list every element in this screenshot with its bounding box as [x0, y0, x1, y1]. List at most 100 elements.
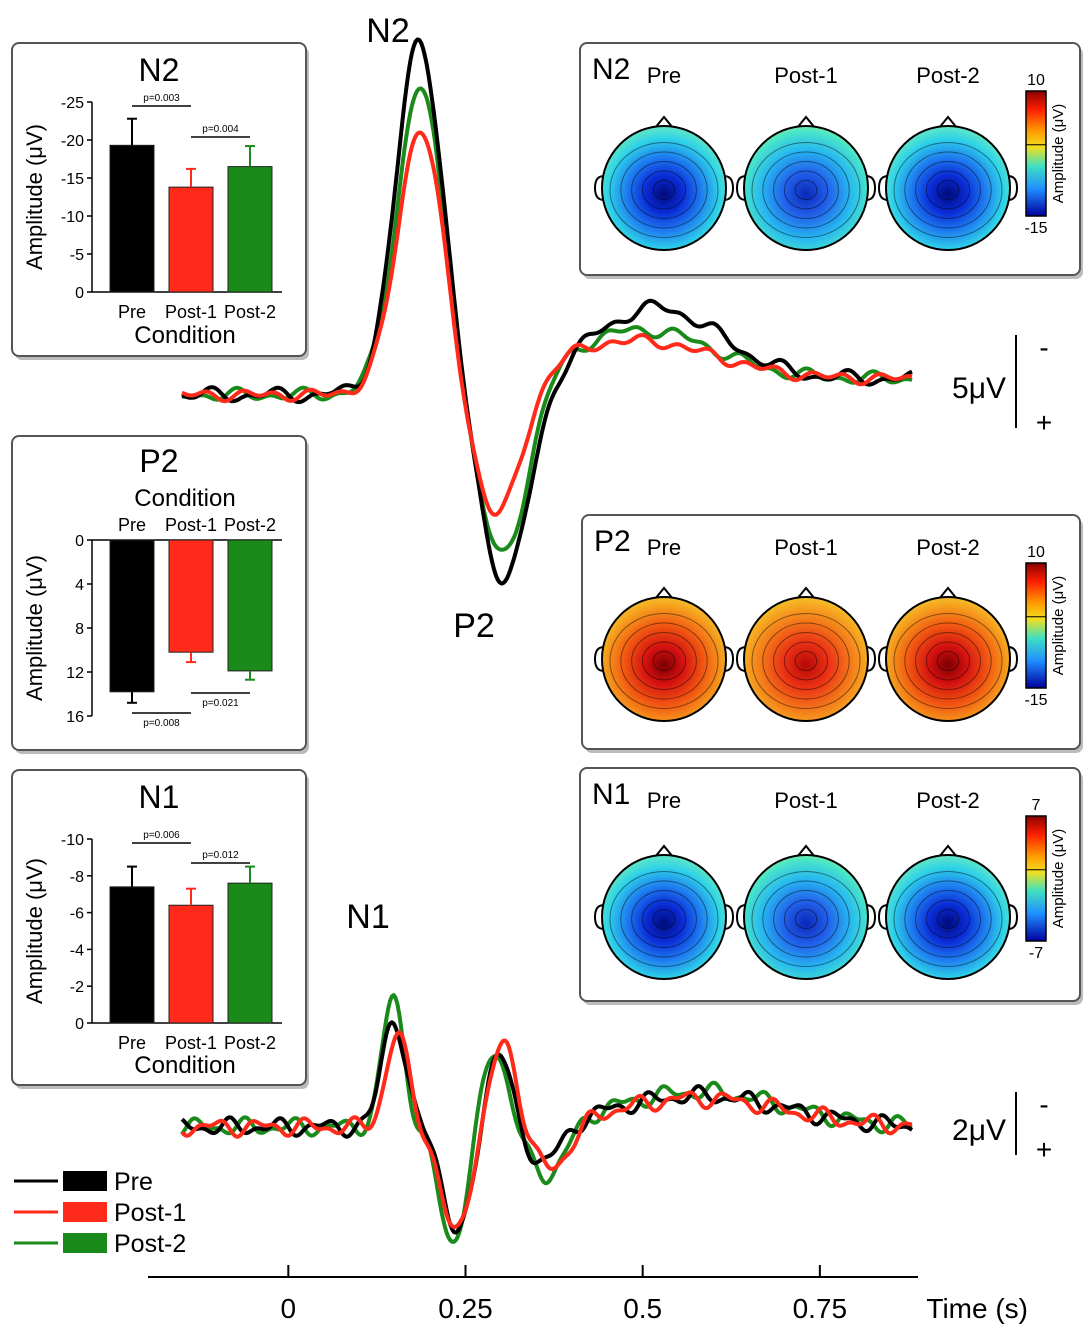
y-tick-label: 0 [75, 533, 84, 550]
head-map-pre [593, 115, 735, 251]
scalp [601, 854, 727, 980]
contour-line [751, 871, 861, 967]
polarity-positive: + [1036, 407, 1052, 438]
y-tick-label: 16 [66, 709, 84, 726]
series-line-post-1 [180, 1030, 913, 1229]
scalp [743, 854, 869, 980]
panel-title: N2 [592, 53, 630, 86]
contour-line [904, 622, 992, 700]
y-tick-label: -5 [70, 247, 84, 264]
time-tick-label: 0.25 [438, 1293, 493, 1324]
colorbar-max: 7 [1032, 797, 1041, 814]
map-label-post-1: Post-1 [774, 63, 838, 88]
contour-line [893, 613, 1003, 709]
panel-title: P2 [139, 443, 178, 479]
colorbar-min: -7 [1029, 945, 1043, 962]
y-tick-label: -15 [61, 171, 84, 188]
colorbar-label: Amplitude (μV) [1050, 829, 1067, 929]
time-tick-label: 0.75 [793, 1293, 848, 1324]
category-label: Pre [118, 515, 146, 535]
colorbar-gradient [1025, 815, 1047, 942]
panel-title: N1 [139, 779, 180, 815]
erp-upper-waves [180, 37, 913, 586]
time-tick-label: 0.5 [623, 1293, 662, 1324]
y-tick-label: -6 [70, 906, 84, 923]
x-axis-label: Condition [134, 485, 235, 512]
peak-label-p2: P2 [453, 607, 495, 645]
map-label-post-2: Post-2 [916, 535, 980, 560]
erp-lower-waves [180, 993, 914, 1244]
scalp [885, 596, 1011, 722]
scale-bar-upper: 5μV - + [952, 332, 1052, 438]
contour-line [631, 161, 697, 219]
colorbar-gradient [1025, 562, 1047, 689]
contour-line [893, 142, 1003, 238]
bar-pre [109, 886, 155, 1024]
contour-line [620, 622, 708, 700]
legend-label-post-2: Post-2 [114, 1230, 186, 1258]
colorbar-min: -15 [1024, 220, 1047, 237]
scale-bar-label: 5μV [952, 372, 1006, 405]
scalp [601, 596, 727, 722]
head-map-post-2 [877, 844, 1019, 980]
contour-line [631, 632, 697, 690]
contour-line [609, 871, 719, 967]
y-tick-label: -8 [70, 869, 84, 886]
category-label: Post-2 [224, 1033, 276, 1053]
map-label-pre: Pre [647, 63, 681, 88]
map-label-pre: Pre [647, 535, 681, 560]
y-tick-label: -20 [61, 133, 84, 150]
scale-bar-label: 2μV [952, 1114, 1006, 1147]
legend: Pre Post-1 Post-2 [14, 1168, 186, 1258]
bar-post-1 [168, 904, 214, 1024]
y-tick-label: -10 [61, 209, 84, 226]
bar-panel-p2: P2 0 4 8 12 16 Amplitude (μV) Pre Post-1 Post-2 Co… [11, 435, 309, 754]
scalp [743, 125, 869, 251]
y-tick-label: 12 [66, 665, 84, 682]
significance-label: p=0.006 [143, 830, 180, 841]
significance-label: p=0.021 [202, 698, 239, 709]
contour-line [794, 909, 818, 929]
peak-label-n2: N2 [366, 12, 409, 50]
contour-line [936, 180, 960, 200]
scale-bar-lower: 2μV - + [952, 1089, 1052, 1165]
polarity-negative: - [1039, 1089, 1048, 1120]
time-axis-title: Time (s) [926, 1293, 1028, 1324]
colorbar-gradient [1025, 90, 1047, 217]
contour-line [641, 899, 687, 939]
map-label-pre: Pre [647, 788, 681, 813]
contour-line [652, 651, 676, 671]
legend-label-pre: Pre [114, 1168, 153, 1196]
scalp [601, 125, 727, 251]
scalp [885, 125, 1011, 251]
contour-line [904, 151, 992, 229]
y-tick-label: -25 [61, 95, 84, 112]
head-map-post-2 [877, 586, 1019, 722]
contour-line [773, 890, 839, 948]
topo-panel-n1: N1 Pre Post-1 Post-2 7 -7 Amplitude (μV) [579, 767, 1083, 1005]
legend-swatch-post-1 [63, 1202, 107, 1222]
time-axis: 0 0.25 0.5 0.75 Time (s) [148, 1265, 1028, 1324]
head-map-post-1 [735, 844, 877, 980]
bar-post-2 [227, 539, 273, 672]
contour-line [915, 890, 981, 948]
significance-label: p=0.012 [202, 850, 239, 861]
x-axis-label: Condition [134, 322, 235, 349]
contour-line [936, 651, 960, 671]
x-axis-label: Condition [134, 1052, 235, 1079]
category-label: Post-1 [165, 1033, 217, 1053]
contour-line [762, 880, 850, 958]
bar-post-2 [227, 882, 273, 1024]
colorbar-max: 10 [1027, 544, 1045, 561]
contour-line [641, 641, 687, 681]
map-label-post-1: Post-1 [774, 535, 838, 560]
contour-line [641, 170, 687, 210]
series-line-pre [180, 1020, 914, 1235]
y-tick-label: 0 [75, 285, 84, 302]
series-line-post-1 [181, 130, 913, 517]
bar-panel-n1: N1 -10 -8 -6 -4 -2 0 Amplitude (μV) Pre Post-1 Pos… [11, 769, 309, 1089]
